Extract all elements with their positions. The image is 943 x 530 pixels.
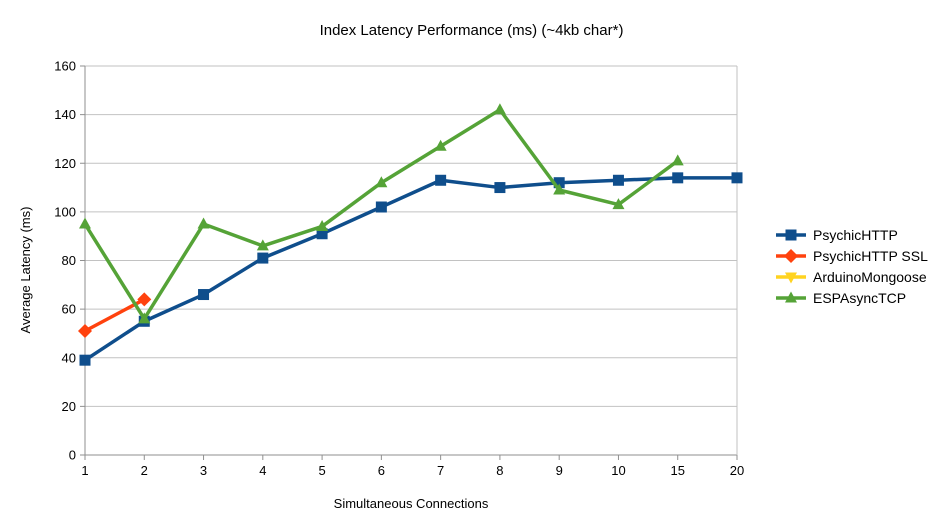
- legend-item-psychichttp-ssl: PsychicHTTP SSL: [775, 247, 928, 264]
- data-point-marker: [671, 154, 684, 166]
- x-tick-label: 10: [611, 463, 625, 478]
- data-point-marker: [375, 176, 388, 188]
- data-point-marker: [612, 198, 625, 210]
- square-legend-marker-icon: [776, 229, 806, 240]
- series-line: [84, 176, 737, 362]
- y-axis-title-text: Average Latency (ms): [18, 206, 33, 334]
- data-point-marker: [256, 239, 269, 251]
- data-point-marker: [435, 174, 447, 186]
- triangle-down-legend-marker-icon: [776, 272, 806, 283]
- y-tick-label: 100: [54, 204, 76, 219]
- y-tick-label: 80: [62, 253, 76, 268]
- y-tick-label: 160: [54, 59, 76, 74]
- x-tick-label: 20: [730, 463, 744, 478]
- x-tick-label: 7: [437, 463, 444, 478]
- data-point-marker: [138, 312, 151, 324]
- data-point-marker: [198, 289, 210, 301]
- data-point-marker: [78, 324, 92, 339]
- data-point-marker: [494, 182, 506, 194]
- y-tick-label: 60: [62, 302, 76, 317]
- x-tick-label: 8: [496, 463, 503, 478]
- y-tick-label: 20: [62, 399, 76, 414]
- data-point-marker: [197, 217, 210, 229]
- data-point-marker: [612, 174, 624, 186]
- legend-item-psychichttp: PsychicHTTP: [775, 226, 928, 243]
- data-point-marker: [316, 219, 329, 231]
- legend-label: ESPAsyncTCP: [813, 289, 907, 306]
- data-point-marker: [672, 172, 684, 184]
- data-point-marker: [493, 103, 506, 115]
- data-point-marker: [137, 292, 152, 307]
- y-tick-label: 140: [54, 107, 76, 122]
- data-point-marker: [257, 252, 269, 264]
- x-tick-label: 6: [378, 463, 385, 478]
- x-tick-label: 15: [670, 463, 684, 478]
- legend-item-espasynctcp: ESPAsyncTCP: [775, 289, 928, 306]
- data-point-marker: [731, 172, 743, 184]
- data-point-marker: [375, 201, 387, 213]
- diamond-legend-marker-icon: [776, 248, 806, 263]
- x-axis-title: Simultaneous Connections: [333, 496, 489, 511]
- y-tick-label: 120: [54, 156, 76, 171]
- x-tick-label: 9: [556, 463, 563, 478]
- x-tick-label: 1: [81, 463, 88, 478]
- y-tick-label: 40: [62, 350, 76, 365]
- legend-label: ArduinoMongoose: [813, 268, 927, 285]
- chart-title: Index Latency Performance (ms) (~4kb cha…: [319, 22, 624, 39]
- series-line: [83, 108, 679, 321]
- y-tick-label: 0: [69, 448, 76, 463]
- x-tick-label: 5: [318, 463, 325, 478]
- legend-item-arduinomongoose: ArduinoMongoose: [775, 268, 928, 285]
- triangle-up-legend-marker-icon: [776, 291, 806, 302]
- data-point-marker: [553, 183, 566, 195]
- x-tick-label: 4: [259, 463, 266, 478]
- series-psychichttp: [79, 172, 743, 366]
- legend-label: PsychicHTTP: [813, 226, 898, 243]
- series-espasynctcp: [79, 103, 684, 324]
- data-point-marker: [434, 139, 447, 151]
- data-point-marker: [79, 217, 91, 229]
- legend-label: PsychicHTTP SSL: [813, 247, 928, 264]
- legend: PsychicHTTP PsychicHTTP SSL ArduinoMongoos…: [775, 226, 928, 306]
- x-tick-label: 3: [200, 463, 207, 478]
- x-tick-label: 2: [141, 463, 148, 478]
- data-point-marker: [79, 354, 91, 366]
- data-point-marker: [316, 228, 328, 240]
